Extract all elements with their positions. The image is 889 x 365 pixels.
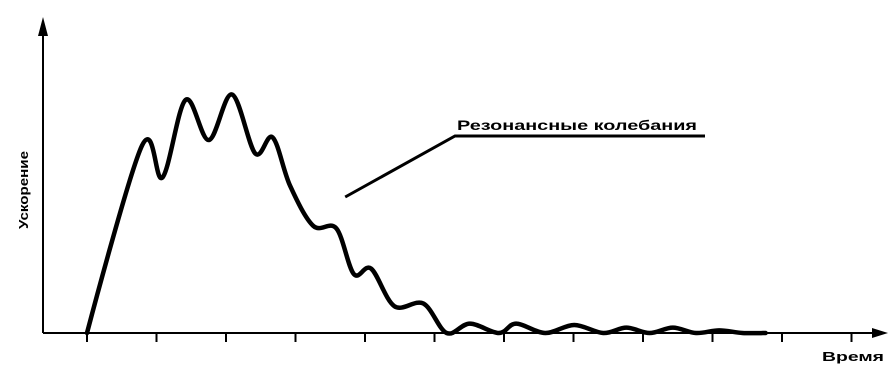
annotation-leader-line — [344, 134, 705, 199]
x-axis-label: Время — [822, 349, 884, 364]
x-ticks — [86, 333, 853, 342]
annotation-group: Резонансные колебания — [344, 117, 705, 199]
y-axis-arrow — [38, 17, 48, 36]
axes — [38, 17, 888, 338]
annotation-resonant-oscillations: Резонансные колебания — [457, 117, 697, 133]
x-axis-arrow — [872, 328, 888, 338]
y-axis-label: Ускорение — [16, 151, 31, 229]
series-line-acceleration — [84, 92, 768, 336]
